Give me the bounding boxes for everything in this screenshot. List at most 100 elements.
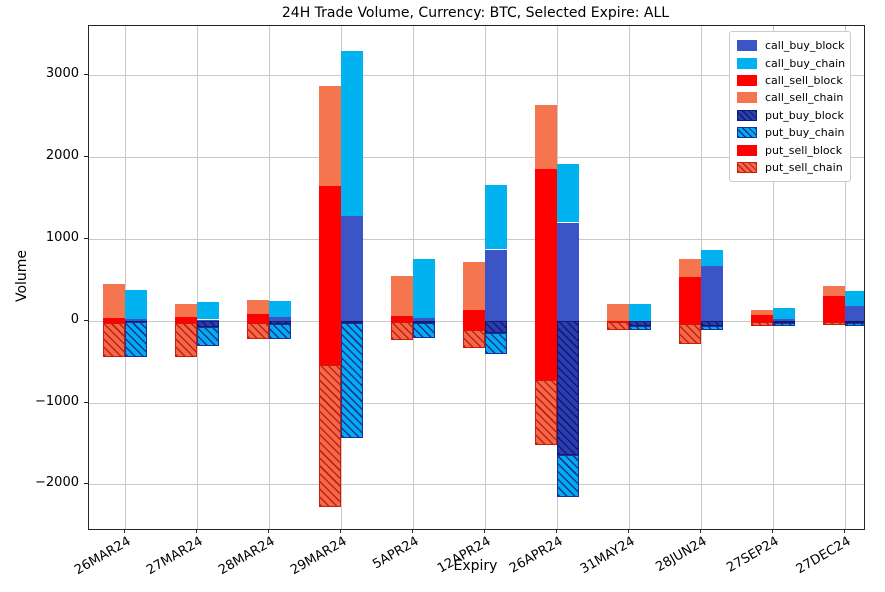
x-tick-mark [340, 529, 341, 533]
bar-segment-put_buy_chain-27MAR24 [197, 327, 219, 346]
legend-item-call_sell_block: call_sell_block [737, 72, 843, 89]
bar-segment-put_buy_block-26APR24 [557, 320, 579, 455]
bar-segment-put_sell_block-12APR24 [463, 320, 485, 330]
bar-segment-put_buy_chain-5APR24 [413, 323, 435, 338]
x-tick-mark [772, 529, 773, 533]
bar-segment-call_buy_block-26APR24 [557, 222, 579, 321]
legend-item-put_sell_block: put_sell_block [737, 141, 843, 158]
x-tick-mark [268, 529, 269, 533]
bar-segment-put_buy_block-28JUN24 [701, 320, 723, 326]
legend-swatch-call_buy_chain [737, 57, 757, 69]
bar-segment-put_buy_block-27DEC24 [845, 320, 864, 324]
bar-segment-put_sell_block-26MAR24 [103, 320, 125, 324]
bar-segment-put_sell_block-26APR24 [535, 320, 557, 381]
bar-segment-put_buy_chain-12APR24 [485, 333, 507, 354]
legend-item-call_buy_chain: call_buy_chain [737, 54, 845, 71]
y-tick-label: 0 [70, 311, 79, 327]
legend-swatch-put_buy_block [737, 109, 757, 121]
legend-swatch-put_buy_chain [737, 127, 757, 139]
bar-segment-put_sell_chain-12APR24 [463, 329, 485, 349]
legend-item-call_sell_chain: call_sell_chain [737, 89, 843, 106]
bar-segment-put_sell_chain-28MAR24 [247, 323, 269, 340]
x-tick-mark [556, 529, 557, 533]
bar-segment-call_buy_chain-12APR24 [485, 184, 507, 250]
bar-segment-call_sell_block-27DEC24 [823, 296, 845, 321]
bar-segment-put_buy_block-12APR24 [485, 320, 507, 333]
bar-segment-call_buy_chain-26MAR24 [125, 290, 147, 319]
bar-segment-put_sell_block-5APR24 [391, 320, 413, 322]
bar-segment-call_sell_chain-26MAR24 [103, 283, 125, 319]
h-gridline [89, 157, 864, 158]
bar-segment-put_buy_chain-26MAR24 [125, 322, 147, 357]
bar-segment-call_buy_chain-27SEP24 [773, 308, 795, 320]
bar-segment-call_buy_block-27DEC24 [845, 306, 864, 321]
v-gridline [773, 26, 774, 529]
x-tick-mark [484, 529, 485, 533]
bar-segment-call_sell_block-26APR24 [535, 169, 557, 321]
y-axis-label: Volume [14, 249, 30, 303]
y-tick-label: −1000 [35, 393, 79, 409]
legend-swatch-put_sell_block [737, 144, 757, 156]
y-tick-mark [84, 237, 88, 239]
y-tick-label: 1000 [45, 229, 79, 245]
legend-label-put_sell_chain: put_sell_chain [765, 160, 843, 174]
bar-segment-call_buy_block-28MAR24 [269, 317, 291, 321]
v-gridline [125, 26, 126, 529]
legend-item-put_sell_chain: put_sell_chain [737, 159, 843, 176]
bar-segment-put_sell_block-29MAR24 [319, 320, 341, 365]
bar-segment-put_buy_chain-28JUN24 [701, 325, 723, 330]
x-tick-mark [628, 529, 629, 533]
bar-segment-call_buy_chain-5APR24 [413, 258, 435, 318]
bar-segment-put_buy_block-31MAY24 [629, 320, 651, 326]
bar-segment-call_sell_chain-27SEP24 [751, 310, 773, 315]
bar-segment-call_sell_chain-28MAR24 [247, 300, 269, 315]
bar-segment-put_sell_block-27MAR24 [175, 320, 197, 323]
y-tick-mark [84, 156, 88, 157]
x-tick-mark [844, 529, 845, 533]
legend-label-call_sell_block: call_sell_block [765, 73, 843, 87]
legend-swatch-call_buy_block [737, 40, 757, 52]
legend-item-put_buy_chain: put_buy_chain [737, 124, 845, 141]
bar-segment-call_sell_chain-28JUN24 [679, 258, 701, 277]
bar-segment-call_sell_block-27MAR24 [175, 316, 197, 321]
bar-segment-call_sell_chain-5APR24 [391, 276, 413, 317]
bar-segment-put_sell_block-27SEP24 [751, 320, 773, 322]
legend-swatch-call_sell_chain [737, 92, 757, 104]
bar-segment-call_buy_block-27MAR24 [197, 319, 219, 321]
x-tick-mark [196, 529, 197, 533]
v-gridline [629, 26, 630, 529]
legend-item-put_buy_block: put_buy_block [737, 107, 844, 124]
bar-segment-put_sell_block-31MAY24 [607, 320, 629, 322]
bar-segment-call_buy_chain-29MAR24 [341, 50, 363, 216]
x-tick-mark [700, 529, 701, 533]
bar-segment-put_sell_chain-26MAR24 [103, 323, 125, 358]
bar-segment-call_buy_block-27SEP24 [773, 319, 795, 321]
y-tick-mark [84, 319, 88, 321]
y-tick-label: 2000 [45, 148, 79, 163]
bar-segment-call_buy_block-12APR24 [485, 249, 507, 321]
legend: call_buy_block call_buy_chain call_sell_bl… [729, 31, 851, 183]
bar-segment-call_sell_block-28MAR24 [247, 314, 269, 321]
legend-label-put_buy_block: put_buy_block [765, 108, 844, 122]
bar-segment-call_sell_chain-31MAY24 [607, 303, 629, 321]
legend-label-call_sell_chain: call_sell_chain [765, 91, 844, 105]
legend-swatch-call_sell_block [737, 74, 757, 86]
bar-segment-call_sell_block-28JUN24 [679, 276, 701, 321]
bar-segment-call_buy_chain-31MAY24 [629, 303, 651, 321]
bar-segment-put_sell_block-28MAR24 [247, 320, 269, 324]
bar-segment-call_buy_chain-28JUN24 [701, 249, 723, 267]
bar-segment-call_buy_chain-26APR24 [557, 163, 579, 223]
x-tick-mark [412, 529, 413, 533]
bar-segment-put_sell_chain-27DEC24 [823, 321, 845, 326]
bar-segment-call_sell_block-12APR24 [463, 310, 485, 321]
bar-segment-call_buy_block-28JUN24 [701, 266, 723, 321]
y-tick-label: −2000 [35, 475, 79, 491]
bar-segment-call_sell_chain-27DEC24 [823, 286, 845, 297]
bar-segment-put_buy_chain-28MAR24 [269, 323, 291, 340]
bar-segment-call_sell_chain-29MAR24 [319, 85, 341, 186]
bar-segment-put_buy_block-26MAR24 [125, 320, 147, 323]
bar-segment-put_sell_chain-27MAR24 [175, 322, 197, 358]
bar-segment-put_buy_block-27SEP24 [773, 320, 795, 324]
y-tick-mark [84, 74, 88, 76]
bar-segment-call_buy_chain-27DEC24 [845, 290, 864, 307]
